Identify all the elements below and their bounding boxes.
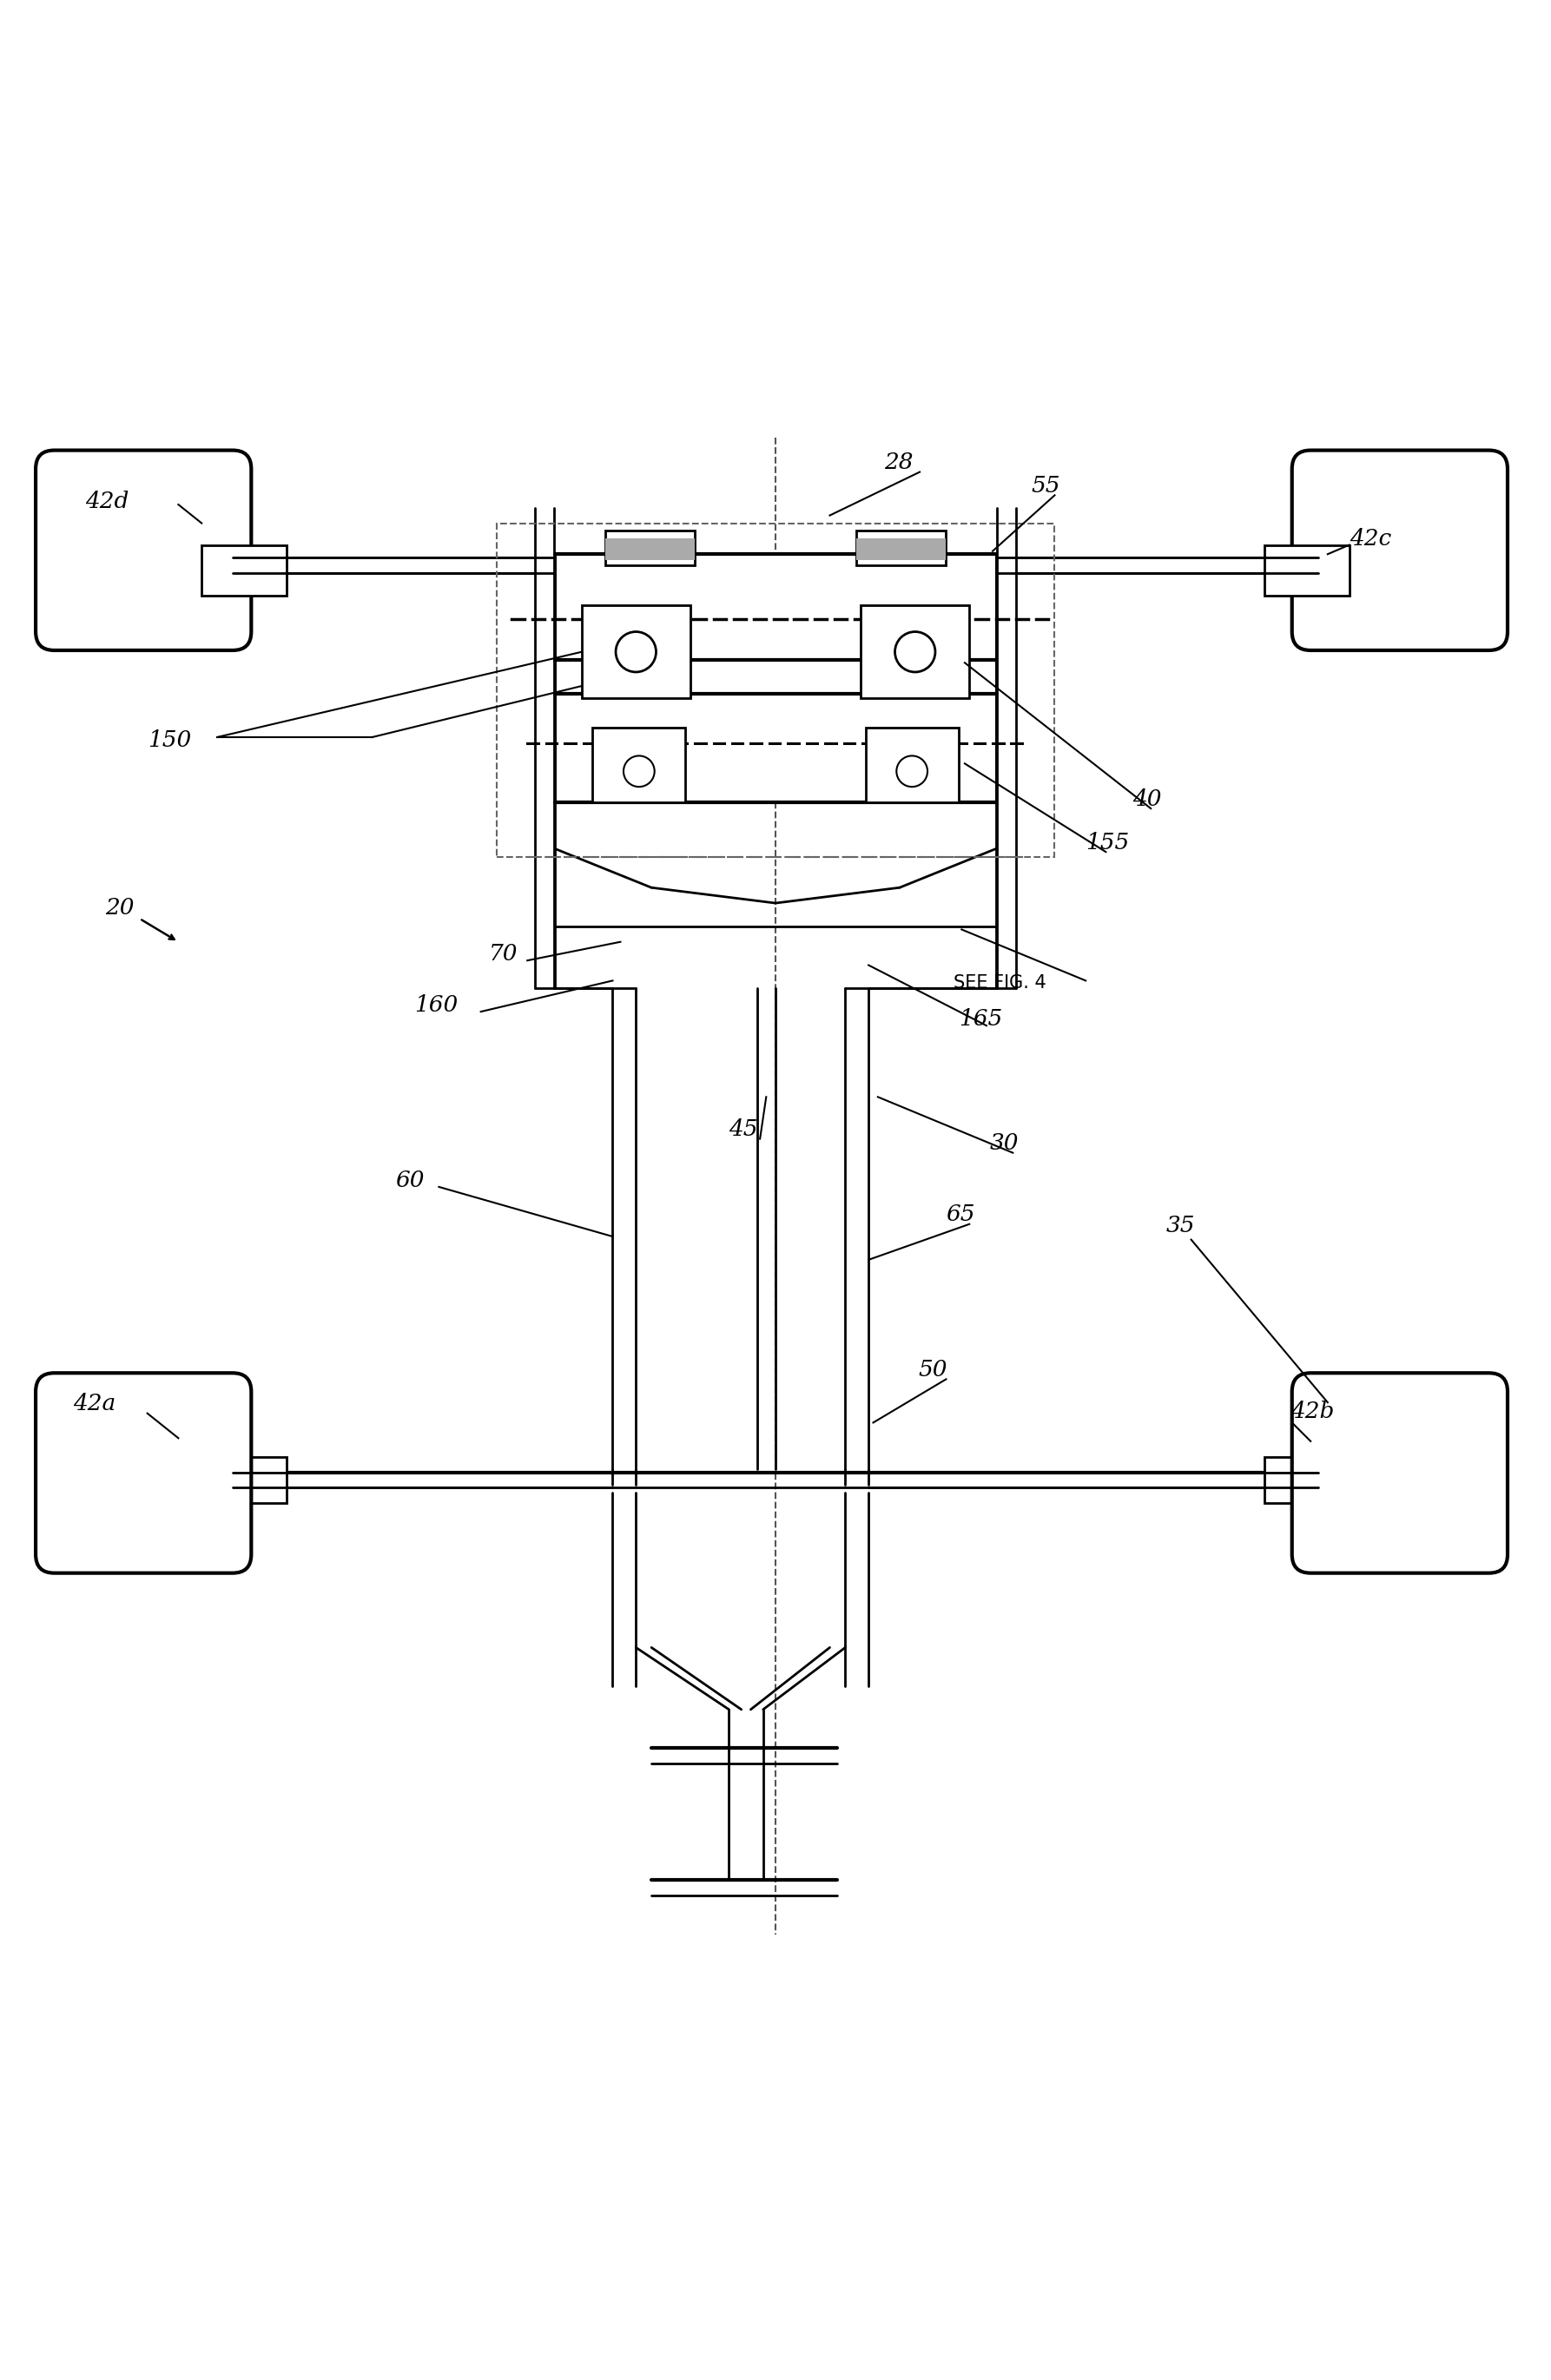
Text: 50: 50 [918,1359,948,1380]
Bar [592,728,686,802]
Text: 28: 28 [884,452,914,474]
Text: 55: 55 [1031,474,1061,497]
Bar [605,531,695,564]
Text: 150: 150 [147,728,191,750]
Bar [582,605,690,697]
Text: 42b: 42b [1290,1399,1334,1423]
Text: 42c: 42c [1349,528,1391,550]
Text: 155: 155 [1086,831,1129,852]
Text: 35: 35 [1166,1214,1196,1235]
Bar [1264,545,1349,595]
Text: SEE FIG. 4: SEE FIG. 4 [954,973,1047,992]
Text: 165: 165 [959,1009,1002,1031]
Bar [202,545,287,595]
Text: 20: 20 [105,897,135,919]
Text: 160: 160 [414,995,458,1016]
Text: 30: 30 [990,1133,1019,1154]
Bar [605,538,695,559]
Text: 60: 60 [396,1169,425,1192]
Bar [856,531,946,564]
Text: 45: 45 [729,1119,758,1140]
Text: 42d: 42d [85,490,129,512]
Bar [555,555,996,802]
FancyBboxPatch shape [1292,450,1508,650]
FancyBboxPatch shape [1292,1373,1508,1573]
Bar [861,605,969,697]
Bar [496,524,1055,857]
Bar [1264,1457,1349,1504]
Text: 65: 65 [946,1204,976,1226]
FancyBboxPatch shape [36,1373,251,1573]
Text: 42a: 42a [73,1392,116,1414]
Bar [856,538,946,559]
Bar [202,1457,287,1504]
Text: 70: 70 [489,942,518,964]
Text: 40: 40 [1132,788,1162,809]
FancyBboxPatch shape [36,450,251,650]
Bar [865,728,959,802]
